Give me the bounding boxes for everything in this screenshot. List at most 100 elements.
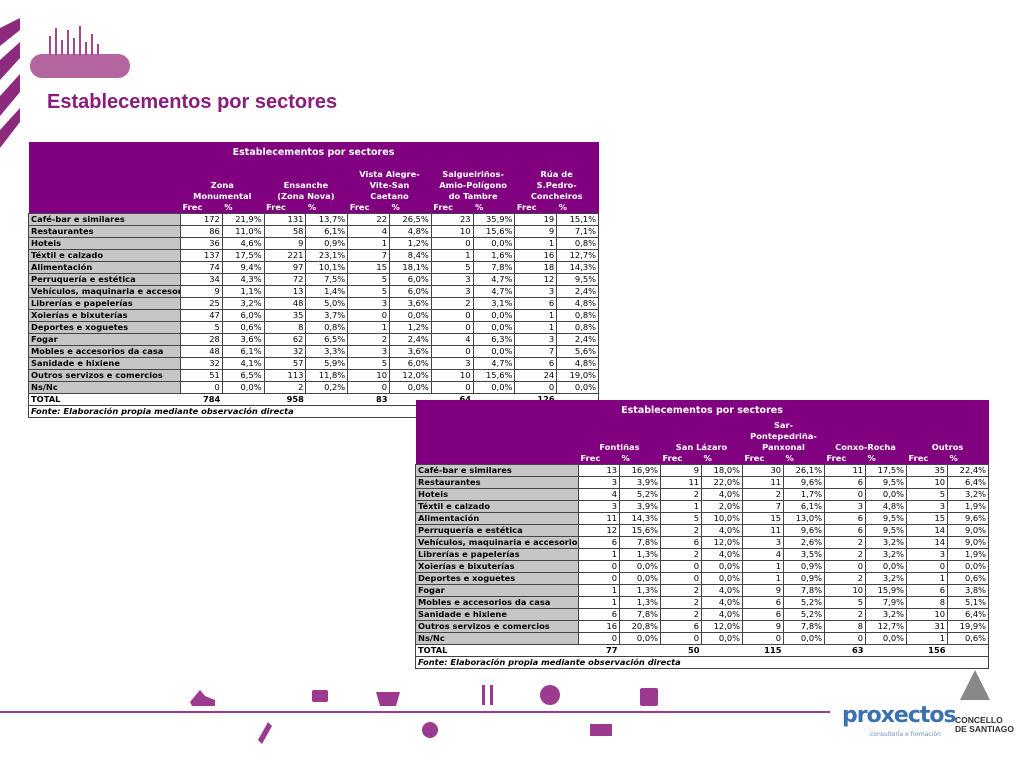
cell: 3 <box>578 476 620 489</box>
cell: 6 <box>824 476 866 489</box>
cell: 24 <box>514 369 558 382</box>
cell: 1 <box>742 560 784 573</box>
cell: 6,4% <box>946 476 990 489</box>
cell: 0 <box>824 560 866 573</box>
cell: 32 <box>180 357 223 370</box>
data-row: Perruquería e estética 34 4,3% 72 7,5% 5 6,0% 3… <box>28 273 599 286</box>
cell: 7 <box>742 500 784 513</box>
subheader-row: Frec% Frec% Frec% Frec% Frec% <box>415 453 989 465</box>
cell: 6 <box>578 608 620 621</box>
cell: 3,2% <box>865 572 907 585</box>
cell: 1 <box>347 321 390 334</box>
cell: 9,0% <box>946 524 990 537</box>
cell: 9,5% <box>556 273 599 286</box>
cell: 0 <box>824 488 866 501</box>
row-label: Deportes e xoguetes <box>28 321 181 334</box>
cell: 6,5% <box>305 333 349 346</box>
cell: 5,2% <box>783 596 825 609</box>
cell: 15 <box>347 261 390 274</box>
total-blank <box>865 644 907 657</box>
row-label: Perruquería e estética <box>415 524 579 537</box>
cell: 1 <box>906 572 948 585</box>
row-label: Alimentación <box>28 261 181 274</box>
cell: 3,6% <box>388 297 432 310</box>
group-header-row: Zona Monumental Ensanche (Zona Nova) Vista… <box>28 162 599 202</box>
cell: 9,5% <box>865 512 907 525</box>
cell: 86 <box>180 225 223 238</box>
subheader: Frec <box>431 202 474 214</box>
table-caption: Establecementos por sectores <box>415 400 989 420</box>
total-blank <box>947 644 990 657</box>
cell: 15 <box>906 512 948 525</box>
cell: 6 <box>906 584 948 597</box>
cell: 32 <box>263 345 307 358</box>
cell: 1 <box>742 572 784 585</box>
cell: 16 <box>514 249 558 262</box>
cell: 34 <box>180 273 223 286</box>
total-row: TOTAL 77 50 115 63 156 <box>415 644 990 657</box>
cell: 17,5% <box>865 464 907 477</box>
column-header: Sar-Pontepedriña-Panxonal <box>742 420 825 453</box>
cell: 6,1% <box>783 500 825 513</box>
cell: 3 <box>347 297 390 310</box>
cell: 7,8% <box>783 620 825 633</box>
subheader: Frec <box>264 202 306 214</box>
title: Establecementos por sectores <box>47 91 338 113</box>
total-blank <box>701 644 743 657</box>
cell: 1,7% <box>783 488 825 501</box>
cell: 13,0% <box>783 512 825 525</box>
cell: 3 <box>906 548 948 561</box>
cell: 9,5% <box>865 476 907 489</box>
cell: 1 <box>578 596 620 609</box>
cell: 6 <box>660 536 702 549</box>
cell: 3,2% <box>221 297 265 310</box>
cell: 0,0% <box>701 560 743 573</box>
cell: 3 <box>742 536 784 549</box>
cell: 0 <box>660 572 702 585</box>
header-blank <box>415 420 579 453</box>
cell: 13,7% <box>305 213 349 226</box>
data-row: Téxtil e calzado 3 3,9% 1 2,0% 7 6,1% 3 4,8% 3 1,9… <box>415 500 990 513</box>
row-label: Perruquería e estética <box>28 273 181 286</box>
cell: 4,0% <box>701 524 743 537</box>
cell: 72 <box>263 273 307 286</box>
cell: 5,2% <box>619 488 661 501</box>
data-row: Café-bar e similares 13 16,9% 9 18,0% 30 26,1%… <box>415 464 990 477</box>
cell: 8 <box>824 620 866 633</box>
cell: 1,1% <box>221 285 265 298</box>
cell: 2 <box>660 488 702 501</box>
cell: 10 <box>430 225 474 238</box>
cell: 35 <box>906 464 948 477</box>
cell: 9 <box>660 464 702 477</box>
data-row: Restaurantes 86 11,0% 58 6,1% 4 4,8% 10 15,6% 9 7,… <box>28 225 599 238</box>
row-label: Mobles e accesorios da casa <box>415 596 579 609</box>
row-label: Café-bar e similares <box>415 464 579 477</box>
cell: 8 <box>906 596 948 609</box>
cell: 6,1% <box>221 345 265 358</box>
row-label: Téxtil e calzado <box>415 500 579 513</box>
cell: 3,2% <box>946 488 990 501</box>
total-label: TOTAL <box>28 393 181 406</box>
cell: 14 <box>906 524 948 537</box>
cell: 7,1% <box>556 225 599 238</box>
cell: 221 <box>263 249 307 262</box>
data-row: Ns/Nc 0 0,0% 0 0,0% 0 0,0% 0 0,0% 1 0,6% <box>415 632 990 645</box>
cell: 0,0% <box>619 632 661 645</box>
cell: 10 <box>824 584 866 597</box>
cell: 0,9% <box>305 237 349 250</box>
cell: 26,1% <box>783 464 825 477</box>
cell: 3,2% <box>865 548 907 561</box>
cell: 19,9% <box>946 620 990 633</box>
row-label: Vehículos, maquinaria e accesorios <box>415 536 579 549</box>
cell: 0 <box>430 345 474 358</box>
subheader: Frec <box>660 453 702 465</box>
cell: 11 <box>578 512 620 525</box>
row-label: Restaurantes <box>28 225 181 238</box>
subheader: Frec <box>742 453 784 465</box>
cell: 9 <box>742 620 784 633</box>
data-row: Hoteis 4 5,2% 2 4,0% 2 1,7% 0 0,0% 5 3,2% <box>415 488 990 501</box>
data-row: Restaurantes 3 3,9% 11 22,0% 11 9,6% 6 9,5% 10 6,4… <box>415 476 990 489</box>
subheader: % <box>222 202 265 214</box>
cell: 0,2% <box>305 381 349 394</box>
